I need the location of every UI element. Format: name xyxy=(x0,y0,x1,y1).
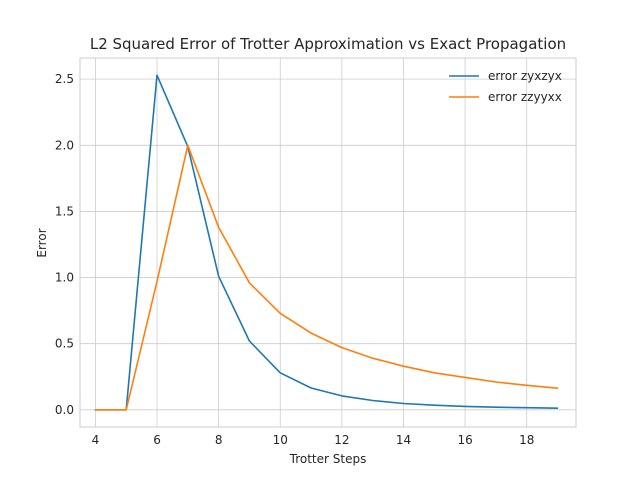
series-line-1 xyxy=(94,144,559,411)
x-axis-label: Trotter Steps xyxy=(289,452,367,466)
x-tick-label: 18 xyxy=(519,433,534,447)
y-tick-label: 2.5 xyxy=(55,72,74,86)
x-tick-label: 14 xyxy=(396,433,411,447)
legend-label-1: error zzyyxx xyxy=(488,90,562,104)
x-tick-label: 12 xyxy=(334,433,349,447)
y-tick-label: 0.0 xyxy=(55,403,74,417)
x-tick-label: 10 xyxy=(273,433,288,447)
y-tick-label: 0.5 xyxy=(55,337,74,351)
legend-label-0: error zyxzyx xyxy=(488,69,562,83)
x-tick-label: 4 xyxy=(92,433,100,447)
plot-frame xyxy=(79,57,577,428)
y-ticks: 0.0 0.5 1.0 1.5 2.0 2.5 xyxy=(55,72,74,417)
grid xyxy=(80,58,576,427)
y-tick-label: 1.0 xyxy=(55,271,74,285)
y-axis-label: Error xyxy=(35,228,49,257)
chart-title: L2 Squared Error of Trotter Approximatio… xyxy=(90,35,566,53)
series-line-0 xyxy=(94,74,559,411)
x-tick-label: 6 xyxy=(153,433,161,447)
legend: error zyxzyx error zzyyxx xyxy=(449,69,562,104)
x-tick-label: 16 xyxy=(457,433,472,447)
y-tick-label: 1.5 xyxy=(55,204,74,218)
x-tick-label: 8 xyxy=(215,433,223,447)
series-group xyxy=(94,74,559,411)
y-tick-label: 2.0 xyxy=(55,138,74,152)
x-ticks: 4 6 8 10 12 14 16 18 xyxy=(92,433,535,447)
